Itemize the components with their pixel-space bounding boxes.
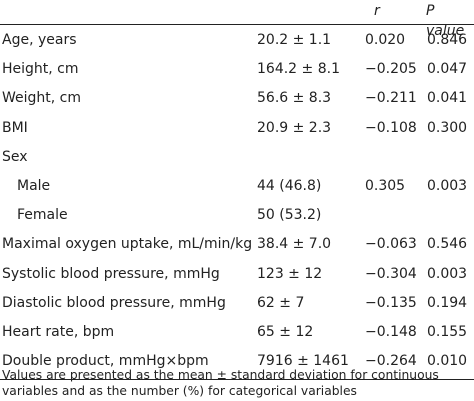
row-r: 0.305 [365, 177, 406, 194]
table-row: Systolic blood pressure, mmHg 123 ± 12 −… [0, 259, 474, 288]
row-value: 7916 ± 1461 [257, 353, 349, 370]
row-variable: Diastolic blood pressure, mmHg [2, 294, 226, 311]
table-row: Weight, cm 56.6 ± 8.3 −0.211 0.041 [0, 83, 474, 112]
table-row: BMI 20.9 ± 2.3 −0.108 0.300 [0, 113, 474, 142]
row-value: 50 (53.2) [257, 207, 322, 224]
row-p: 0.047 [427, 61, 468, 78]
row-p: 0.003 [427, 177, 468, 194]
row-p: 0.300 [427, 119, 468, 136]
row-p: 0.155 [427, 323, 468, 340]
row-value: 38.4 ± 7.0 [257, 236, 332, 253]
table-row: Age, years 20.2 ± 1.1 0.020 0.846 [0, 25, 474, 54]
row-r: −0.148 [365, 323, 417, 340]
table-row: Double product, mmHg×bpm 7916 ± 1461 −0.… [0, 346, 474, 375]
row-p: 0.194 [427, 294, 468, 311]
table-row: Maximal oxygen uptake, mL/min/kg 38.4 ± … [0, 229, 474, 258]
row-variable: BMI [2, 119, 28, 136]
row-variable: Maximal oxygen uptake, mL/min/kg [2, 236, 253, 253]
row-p: 0.041 [427, 90, 468, 107]
table-row-group-sex: Sex [0, 142, 474, 171]
row-value: 164.2 ± 8.1 [257, 61, 340, 78]
row-p: 0.010 [427, 353, 468, 370]
row-value: 65 ± 12 [257, 323, 314, 340]
row-value: 44 (46.8) [257, 177, 322, 194]
table-footnote: Values are presented as the mean ± stand… [2, 368, 439, 398]
row-value: 123 ± 12 [257, 265, 323, 282]
table-header: r P value [0, 0, 474, 39]
row-r: −0.108 [365, 119, 417, 136]
row-value: 62 ± 7 [257, 294, 305, 311]
row-r: −0.264 [365, 353, 417, 370]
row-variable: Male [17, 177, 51, 194]
row-value: 20.9 ± 2.3 [257, 119, 332, 136]
row-r: −0.211 [365, 90, 417, 107]
row-variable: Systolic blood pressure, mmHg [2, 265, 220, 282]
row-r: −0.063 [365, 236, 417, 253]
row-variable: Double product, mmHg×bpm [2, 353, 209, 370]
row-variable: Weight, cm [2, 90, 82, 107]
row-variable: Heart rate, bpm [2, 323, 115, 340]
row-r: −0.304 [365, 265, 417, 282]
correlation-table: r P value Age, years 20.2 ± 1.1 0.020 0.… [0, 0, 474, 381]
row-r: 0.020 [365, 32, 406, 48]
row-p: 0.546 [427, 236, 468, 253]
header-p-value: P value [426, 3, 465, 39]
table-row: Diastolic blood pressure, mmHg 62 ± 7 −0… [0, 288, 474, 317]
header-r: r [374, 3, 380, 19]
table-row: Female 50 (53.2) [0, 200, 474, 229]
table-row: Heart rate, bpm 65 ± 12 −0.148 0.155 [0, 317, 474, 346]
row-p: 0.846 [427, 32, 468, 48]
row-variable: Age, years [2, 32, 77, 48]
row-value: 20.2 ± 1.1 [257, 32, 332, 48]
table-row: Male 44 (46.8) 0.305 0.003 [0, 171, 474, 200]
row-variable: Female [17, 207, 68, 224]
row-p: 0.003 [427, 265, 468, 282]
row-r: −0.135 [365, 294, 417, 311]
row-value: 56.6 ± 8.3 [257, 90, 332, 107]
table-row: Height, cm 164.2 ± 8.1 −0.205 0.047 [0, 54, 474, 83]
row-variable: Height, cm [2, 61, 79, 78]
table-bottom-rule [0, 379, 474, 381]
row-variable: Sex [2, 148, 28, 165]
row-r: −0.205 [365, 61, 417, 78]
